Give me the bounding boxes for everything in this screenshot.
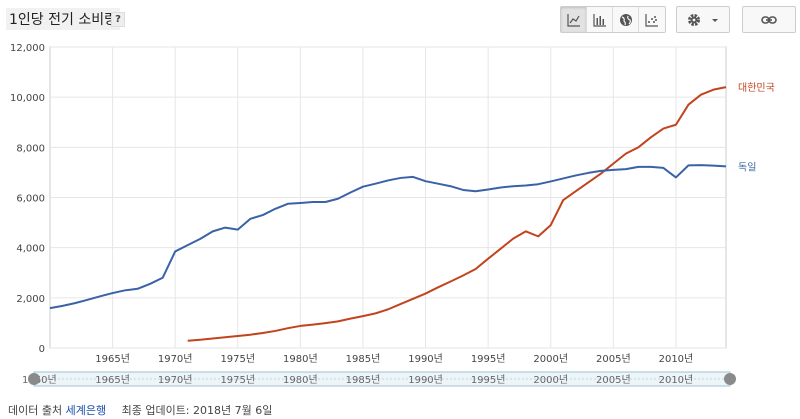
chevron-down-icon (712, 18, 718, 22)
settings-menu-button[interactable] (676, 6, 730, 33)
footer: 데이터 출처 세계은행 최종 업데이트: 2018년 7월 6일 (8, 402, 272, 418)
link-icon (761, 15, 777, 24)
x-tick-label: 1970년 (158, 353, 193, 365)
line-chart: 0 2,000 4,000 6,000 8,000 10,000 12,000 1965년 19… (10, 43, 775, 387)
x-tick-label: 2000년 (533, 353, 568, 365)
slider-tick-label: 1985년 (346, 374, 381, 386)
x-tick-label: 2010년 (659, 353, 694, 365)
slider-tick-label: 2000년 (533, 374, 568, 386)
data-source-link[interactable]: 세계은행 (65, 404, 107, 417)
x-tick-label: 2005년 (596, 353, 631, 365)
map-globe-icon[interactable] (613, 7, 639, 32)
x-tick-label: 1975년 (220, 353, 255, 365)
y-tick-label: 2,000 (16, 294, 45, 305)
last-updated-text: 최종 업데이트: 2018년 7월 6일 (121, 404, 273, 417)
y-tick-label: 4,000 (16, 244, 45, 255)
chart-type-toolbar (560, 6, 666, 33)
chart-title: 1인당 전기 소비량 (6, 8, 120, 30)
series-label: 대한민국 (738, 82, 775, 94)
slider-tick-label: 1980년 (283, 374, 318, 386)
x-tick-label: 1965년 (95, 353, 130, 365)
data-source-prefix: 데이터 출처 (8, 404, 63, 417)
x-tick-label: 1985년 (346, 353, 381, 365)
series-label: 독일 (738, 161, 756, 173)
scatter-chart-icon[interactable] (639, 7, 665, 32)
slider-left-handle[interactable] (28, 373, 40, 385)
y-tick-label: 12,000 (10, 43, 45, 54)
bar-chart-icon[interactable] (587, 7, 613, 32)
slider-tick-label: 1970년 (158, 374, 193, 386)
series-line-korea (187, 86, 727, 342)
y-tick-label: 8,000 (16, 143, 45, 154)
y-tick-label: 6,000 (16, 194, 45, 205)
gear-icon (688, 13, 700, 26)
slider-tick-label: 1975년 (220, 374, 255, 386)
slider-tick-label: 2010년 (659, 374, 694, 386)
slider-right-handle[interactable] (724, 373, 736, 385)
share-link-button[interactable] (742, 6, 796, 33)
slider-tick-label: 1995년 (471, 374, 506, 386)
help-button[interactable]: ? (111, 12, 125, 27)
line-chart-icon[interactable] (561, 7, 587, 32)
slider-tick-label: 1965년 (95, 374, 130, 386)
y-tick-label: 10,000 (10, 93, 45, 104)
slider-tick-label: 1990년 (408, 374, 443, 386)
x-tick-label: 1995년 (471, 353, 506, 365)
x-tick-label: 1990년 (408, 353, 443, 365)
x-tick-label: 1980년 (283, 353, 318, 365)
slider-tick-label: 2005년 (596, 374, 631, 386)
series-line-germany (49, 164, 727, 310)
y-tick-label: 0 (39, 344, 45, 355)
